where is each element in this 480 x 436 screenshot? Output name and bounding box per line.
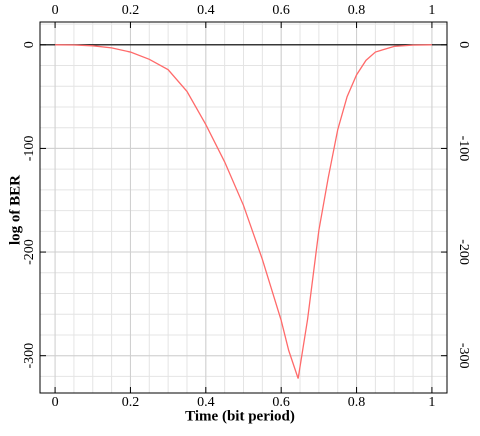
y-tick-label: -200 [22, 239, 37, 265]
x-tick-label: 0.8 [348, 395, 366, 410]
x-tick-label: 0.4 [197, 395, 215, 410]
y-tick-label-right: 0 [456, 41, 471, 48]
x-tick-label-top: 0.6 [272, 3, 290, 18]
y-tick-label: -300 [22, 343, 37, 369]
x-tick-label-top: 0.8 [348, 3, 366, 18]
x-tick-label: 1 [428, 395, 435, 410]
y-axis-label: log of BER [7, 175, 23, 245]
x-tick-label: 0.2 [122, 395, 140, 410]
y-tick-label-right: -300 [456, 343, 471, 369]
y-tick-label-right: -100 [456, 136, 471, 162]
x-tick-label-top: 0.2 [122, 3, 140, 18]
plot-frame [39, 21, 448, 394]
y-tick-label: 0 [22, 41, 37, 48]
y-tick-label: -100 [22, 136, 37, 162]
y-tick-label-right: -200 [456, 239, 471, 265]
x-tick-label: 0.6 [272, 395, 290, 410]
x-tick-label-top: 0.4 [197, 3, 215, 18]
x-tick-label: 0 [52, 395, 59, 410]
line [55, 44, 432, 379]
x-tick-label-top: 1 [428, 3, 435, 18]
x-axis-label: Time (bit period) [185, 408, 295, 424]
x-tick-label-top: 0 [52, 3, 59, 18]
